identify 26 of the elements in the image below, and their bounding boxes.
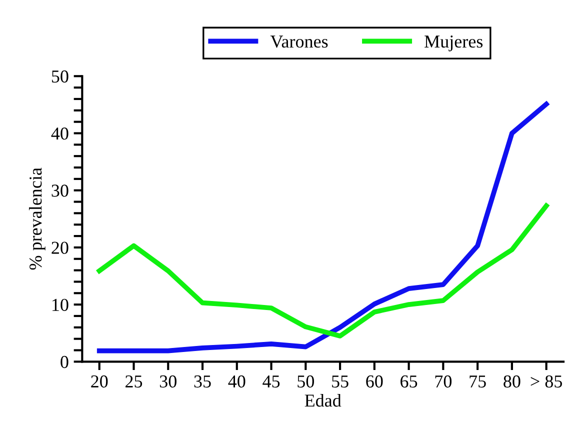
x-axis-title: Edad [304,394,342,407]
y-tick-label: 20 [52,242,68,254]
y-tick-label: 40 [51,128,68,140]
y-tick-label: 30 [52,184,68,197]
line-series [96,102,549,354]
x-tick-label: 65 [400,375,418,388]
x-tick-label: 75 [470,376,486,388]
x-tick-label: 20 [91,375,108,388]
y-tick-label: 50 [52,70,68,83]
y-tick-label: 10 [52,298,68,311]
x-tick-label: 55 [332,376,348,388]
x-tick-label: > 85 [530,375,562,388]
x-tick-label: 50 [298,375,314,388]
x-tick-label: 40 [228,375,246,388]
x-tick-label: 35 [194,375,211,388]
y-axis-title: % prevalencia [29,168,46,270]
y-tick-label: 0 [60,356,68,368]
line-series [96,203,549,338]
x-tick-label: 25 [126,375,142,388]
x-tick-label: 70 [435,375,452,388]
x-tick-label: 80 [504,375,520,388]
x-tick-label: 45 [262,376,280,388]
legend-label: Mujeres [424,36,483,52]
legend-label: Varones [270,36,328,48]
x-tick-label: 30 [160,375,176,388]
x-tick-label: 60 [366,375,383,388]
